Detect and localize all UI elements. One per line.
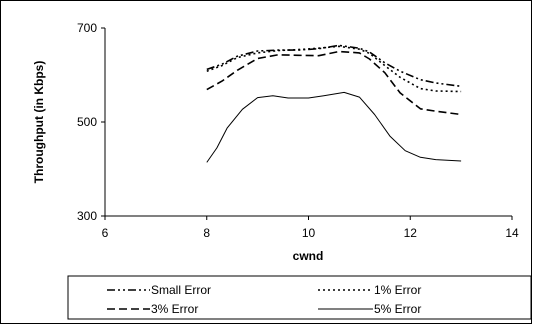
series-line-3-error [206,50,462,116]
legend-label: 3% Error [151,302,198,316]
legend-label: Small Error [151,283,211,297]
x-tick-label: 8 [203,226,210,240]
x-tick-label: 12 [404,226,418,240]
legend-box [67,275,532,320]
legend-label: 5% Error [374,302,421,316]
legend: Small Error 1% Error 3% Error 5% Error [67,275,532,320]
series-line-1-error [206,45,462,93]
legend-label: 1% Error [374,283,421,297]
series-line-5-error [206,91,462,163]
series-lines [206,44,462,163]
x-tick-label: 14 [505,226,519,240]
y-tick-label: 500 [77,115,97,129]
x-tick-label: 10 [302,226,316,240]
y-tick-label: 700 [77,21,97,35]
x-tick-label: 6 [102,226,109,240]
x-axis-title: cwnd [293,249,324,263]
y-tick-label: 300 [77,209,97,223]
y-axis-title: Throughput (in Kbps) [32,61,46,184]
x-ticks: 6 8 10 12 14 [102,216,519,240]
y-ticks: 300 500 700 [77,21,105,223]
